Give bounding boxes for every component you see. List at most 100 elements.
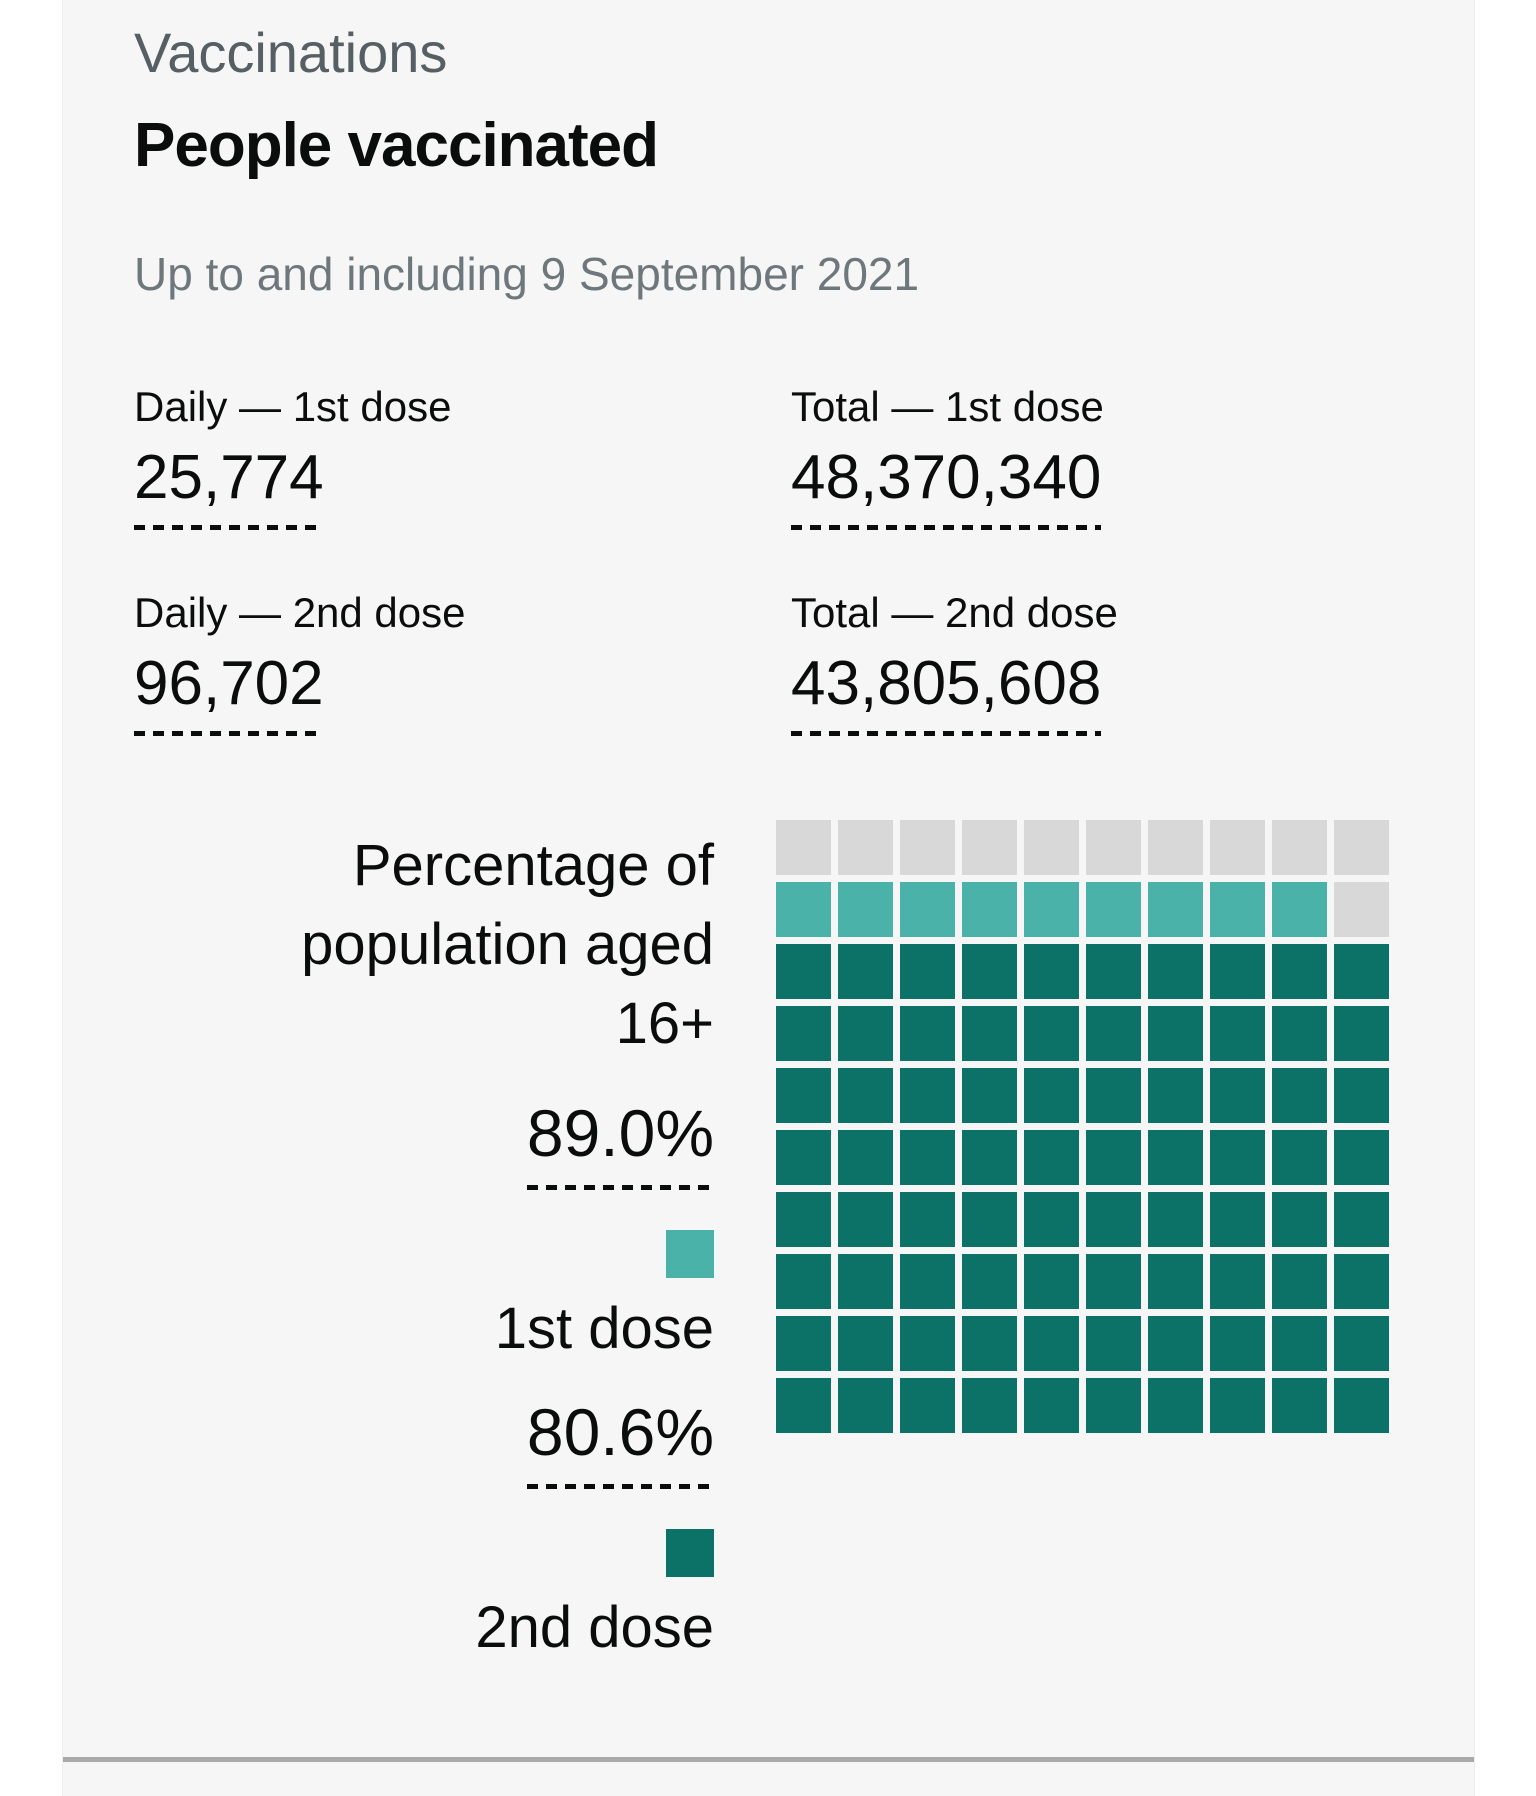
waffle-cell [1024,1006,1079,1061]
waffle-cell [1148,882,1203,937]
waffle-cell [1086,1068,1141,1123]
waffle-cell [900,1006,955,1061]
waffle-cell [1210,1006,1265,1061]
waffle-cell [776,1006,831,1061]
waffle-cell [776,820,831,875]
stat-value[interactable]: 25,774 [134,444,324,530]
waffle-cell [1024,1192,1079,1247]
waffle-cell [838,1254,893,1309]
waffle-cell [1334,1068,1389,1123]
waffle-cell [1148,1192,1203,1247]
waffle-cell [900,882,955,937]
second-dose-legend-label: 2nd dose [475,1595,714,1660]
waffle-cell [1024,882,1079,937]
first-dose-legend-swatch [666,1230,714,1278]
waffle-cell [1272,882,1327,937]
waffle-cell [1148,1130,1203,1185]
waffle-cell [1148,1254,1203,1309]
waffle-cell [1148,1068,1203,1123]
waffle-cell [1272,944,1327,999]
page-title: People vaccinated [134,111,659,180]
waffle-cell [900,820,955,875]
stat-total-2nd-dose: Total — 2nd dose 43,805,608 [791,588,1474,736]
waffle-cell [1024,1378,1079,1433]
waffle-cell [776,1130,831,1185]
waffle-cell [900,1130,955,1185]
waffle-cell [1272,1316,1327,1371]
stat-label: Total — 2nd dose [791,589,1118,636]
waffle-cell [1148,1006,1203,1061]
section-divider [63,1757,1474,1762]
waffle-cell [900,1378,955,1433]
stat-value[interactable]: 96,702 [134,650,324,736]
waffle-cell [900,1068,955,1123]
vaccinations-card: Vaccinations People vaccinated Up to and… [62,0,1475,1796]
stat-daily-2nd-dose: Daily — 2nd dose 96,702 [134,588,791,736]
waffle-cell [1086,1130,1141,1185]
waffle-cell [962,1192,1017,1247]
waffle-cell [1210,820,1265,875]
waffle-cell [838,1068,893,1123]
waffle-cell [962,882,1017,937]
waffle-cell [776,1068,831,1123]
waffle-cell [1272,1192,1327,1247]
waffle-cell [1210,1378,1265,1433]
waffle-cell [900,1316,955,1371]
waffle-cell [838,1130,893,1185]
waffle-cell [838,1378,893,1433]
stat-value[interactable]: 43,805,608 [791,650,1102,736]
waffle-cell [1272,1378,1327,1433]
stat-daily-1st-dose: Daily — 1st dose 25,774 [134,382,791,530]
waffle-cell [1086,1254,1141,1309]
waffle-cell [1210,1316,1265,1371]
waffle-cell [1086,944,1141,999]
waffle-cell [776,1378,831,1433]
waffle-cell [1334,1006,1389,1061]
first-dose-legend-label: 1st dose [494,1296,714,1361]
waffle-cell [1334,1130,1389,1185]
stats-grid: Daily — 1st dose 25,774 Total — 1st dose… [134,382,1474,736]
stat-label: Daily — 2nd dose [134,589,466,636]
waffle-cell [962,1006,1017,1061]
waffle-cell [1024,1068,1079,1123]
waffle-cell [776,1316,831,1371]
waffle-cell [1148,1316,1203,1371]
waffle-cell [776,882,831,937]
waffle-cell [1334,1378,1389,1433]
card-section-label: Vaccinations [134,21,448,84]
waffle-cell [776,1192,831,1247]
first-dose-percentage[interactable]: 89.0% [526,1100,715,1190]
waffle-cell [838,1006,893,1061]
waffle-cell [1024,1316,1079,1371]
waffle-cell [1334,944,1389,999]
waffle-cell [1086,1316,1141,1371]
waffle-cell [776,944,831,999]
waffle-cell [1148,1378,1203,1433]
waffle-cell [1024,1254,1079,1309]
waffle-cell [1148,820,1203,875]
waffle-cell [1210,1130,1265,1185]
waffle-cell [838,820,893,875]
waffle-cell [1086,1378,1141,1433]
stat-total-1st-dose: Total — 1st dose 48,370,340 [791,382,1474,530]
waffle-cell [1086,1006,1141,1061]
waffle-cell [1210,1192,1265,1247]
chart-labels: Percentage of population aged 16+ 89.0% … [134,820,715,1661]
waffle-cell [1272,1254,1327,1309]
stat-value[interactable]: 48,370,340 [791,444,1102,530]
waffle-cell [1210,944,1265,999]
waffle-cell [1148,944,1203,999]
waffle-cell [962,1254,1017,1309]
waffle-cell [1334,1316,1389,1371]
second-dose-legend-swatch [666,1529,714,1577]
second-dose-percentage[interactable]: 80.6% [526,1399,715,1489]
waffle-cell [1024,820,1079,875]
waffle-cell [838,882,893,937]
waffle-cell [962,1316,1017,1371]
waffle-cell [1086,882,1141,937]
waffle-cell [838,1192,893,1247]
waffle-chart-section: Percentage of population aged 16+ 89.0% … [134,820,1474,1661]
stat-label: Total — 1st dose [791,383,1104,430]
waffle-cell [900,1192,955,1247]
